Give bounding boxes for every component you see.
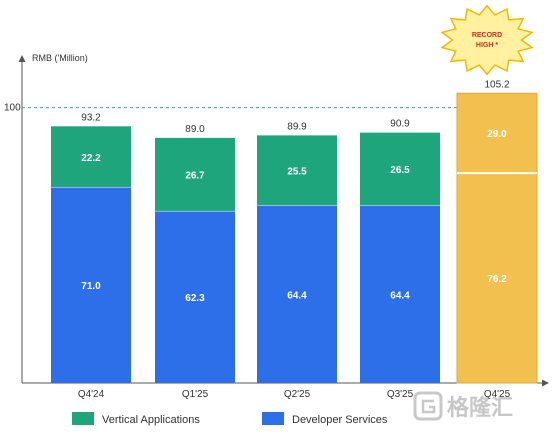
watermark-logo-icon: [413, 391, 443, 421]
data-label-total: 89.0: [185, 124, 205, 135]
badge-line-1: RECORD: [472, 32, 502, 39]
watermark: 格隆汇: [413, 391, 513, 421]
x-axis-arrow: [542, 379, 549, 387]
x-tick-label: Q1'25: [182, 389, 209, 400]
legend-swatch-vertical-applications: [72, 412, 94, 425]
legend-label-developer-services: Developer Services: [292, 414, 388, 426]
data-label-vertical-applications: 26.5: [390, 165, 410, 176]
data-label-developer-services: 76.2: [487, 274, 507, 285]
x-tick-label: Q2'25: [284, 389, 311, 400]
x-tick-label: Q3'25: [387, 389, 414, 400]
data-label-total: 89.9: [287, 121, 307, 132]
watermark-text: 格隆汇: [447, 395, 513, 420]
bar-developer-services: [257, 205, 337, 383]
record-high-badge: RECORD HIGH *: [440, 4, 534, 76]
data-label-developer-services: 64.4: [390, 290, 410, 301]
y-axis-arrow: [18, 55, 26, 62]
x-tick-label: Q4'24: [78, 389, 105, 400]
data-label-developer-services: 64.4: [287, 290, 307, 301]
highlight-bar-outline: [456, 92, 538, 384]
bar-vertical-applications: [155, 137, 235, 211]
bar-vertical-applications: [457, 93, 537, 173]
data-label-vertical-applications: 29.0: [487, 129, 507, 140]
data-label-vertical-applications: 22.2: [81, 153, 101, 164]
bar-vertical-applications: [51, 126, 131, 187]
data-label-developer-services: 62.3: [185, 293, 205, 304]
legend-swatch-developer-services: [262, 412, 284, 425]
data-label-vertical-applications: 25.5: [287, 167, 307, 178]
data-label-total: 90.9: [390, 119, 410, 130]
y-tick-label-100: 100: [4, 103, 21, 114]
data-label-total: 105.2: [484, 79, 509, 90]
legend: Vertical Applications Developer Services: [72, 412, 388, 426]
bar-developer-services: [457, 173, 537, 383]
legend-label-vertical-applications: Vertical Applications: [102, 414, 200, 426]
bar-vertical-applications: [257, 135, 337, 206]
data-label-developer-services: 71.0: [81, 281, 101, 292]
x-tick-label: Q4'25: [484, 389, 511, 400]
bar-developer-services: [155, 211, 235, 383]
y-axis-title: RMB ('Million): [32, 53, 88, 63]
data-label-total: 93.2: [81, 112, 101, 123]
badge-line-2: HIGH *: [476, 42, 498, 49]
watermark-logo-glyph-icon: [421, 399, 436, 414]
starburst-shape: [440, 4, 534, 76]
bars: 71.0 22.2 93.2 62.3 26.7 89.0 64.4 25.5 89.9 64.4…: [51, 79, 538, 384]
bar-vertical-applications: [360, 132, 440, 206]
bar-developer-services: [51, 187, 131, 383]
bar-developer-services: [360, 205, 440, 383]
data-label-vertical-applications: 26.7: [185, 171, 205, 182]
